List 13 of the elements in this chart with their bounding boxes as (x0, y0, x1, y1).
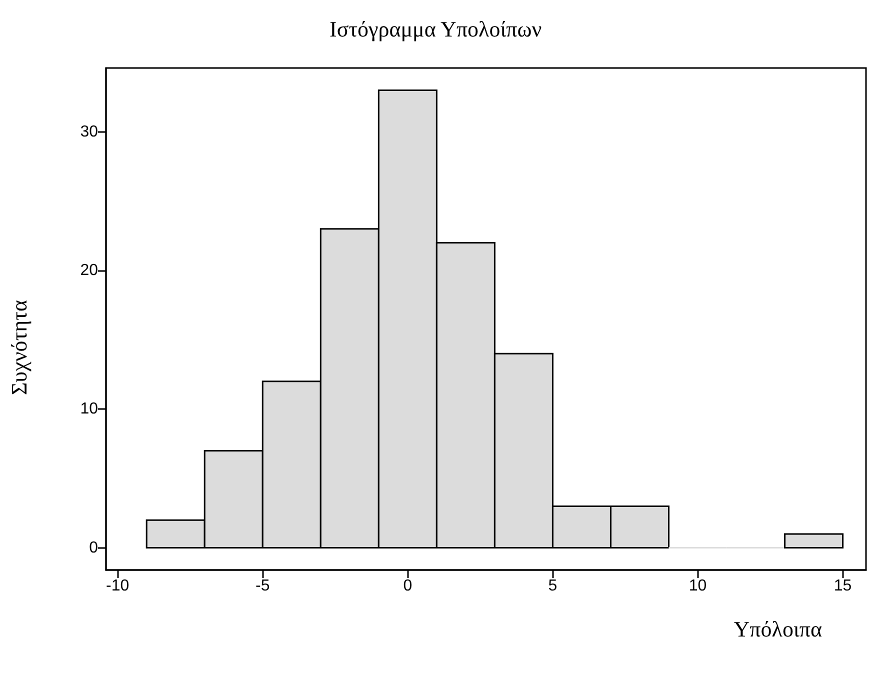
y-tick-label: 10 (80, 400, 98, 418)
chart-title: Ιστόγραμμα Υπολοίπων (330, 16, 542, 42)
x-tick-label: -10 (106, 578, 130, 594)
y-tick-label: 0 (89, 539, 98, 556)
y-axis-title: Συχνότητα (6, 300, 32, 396)
x-tick-label: 0 (403, 578, 412, 594)
x-tick-label: 10 (688, 578, 707, 594)
x-tick-label: 15 (834, 578, 852, 594)
y-tick-label: 30 (80, 123, 98, 140)
x-tick-label: -5 (256, 578, 270, 594)
x-axis-title: Υπόλοιπα (734, 616, 822, 642)
y-tick-label: 20 (80, 262, 98, 279)
x-tick-label: 5 (548, 578, 558, 594)
